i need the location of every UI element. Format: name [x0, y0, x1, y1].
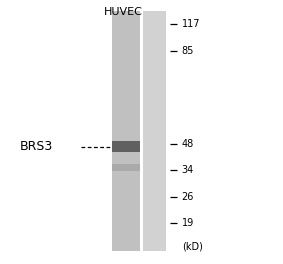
Text: HUVEC: HUVEC	[104, 7, 143, 17]
Text: 19: 19	[182, 218, 194, 228]
Bar	[143, 11, 166, 251]
Text: BRS3: BRS3	[20, 140, 53, 153]
Bar	[112, 141, 140, 152]
Bar	[112, 11, 140, 251]
Text: 26: 26	[182, 192, 194, 202]
Text: 85: 85	[182, 46, 194, 56]
Text: 48: 48	[182, 139, 194, 149]
Text: 117: 117	[182, 19, 200, 29]
Text: 34: 34	[182, 165, 194, 175]
Bar	[112, 164, 140, 171]
Text: (kD): (kD)	[182, 242, 203, 252]
